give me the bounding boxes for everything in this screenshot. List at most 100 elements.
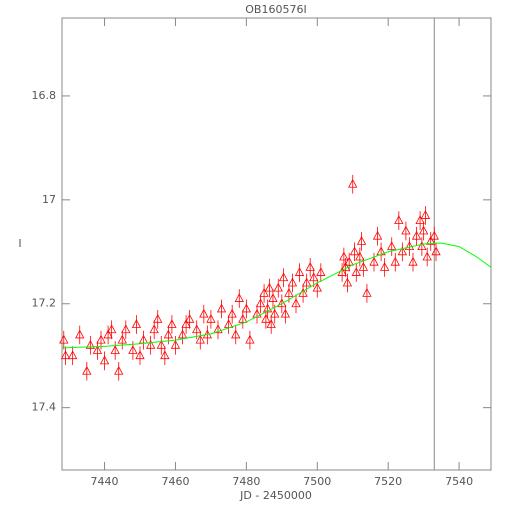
data-point	[337, 267, 347, 276]
data-point	[348, 178, 358, 188]
data-point	[153, 313, 163, 323]
data-point	[401, 225, 411, 235]
model-curve	[62, 242, 491, 349]
data-point	[339, 251, 349, 261]
data-point	[67, 350, 78, 360]
data-point	[82, 365, 92, 375]
data-point	[287, 277, 298, 287]
data-point	[156, 339, 166, 349]
data-point	[114, 365, 124, 375]
data-point	[121, 324, 131, 334]
data-point	[390, 256, 400, 266]
data-point	[417, 241, 427, 250]
data-point	[252, 308, 262, 318]
data-point	[59, 334, 69, 344]
data-point	[387, 241, 397, 250]
data-point	[351, 267, 361, 276]
data-point	[184, 313, 195, 323]
data-point	[418, 225, 429, 235]
data-point	[206, 313, 216, 323]
data-point	[177, 329, 188, 339]
data-point	[192, 324, 202, 334]
data-point	[163, 329, 174, 339]
data-point	[261, 313, 271, 323]
data-point	[356, 236, 367, 245]
y-tick-label: 17.2	[32, 297, 57, 310]
data-point	[309, 272, 319, 282]
data-point	[262, 303, 273, 313]
data-point	[85, 339, 96, 349]
data-point	[170, 339, 181, 349]
data-point	[241, 303, 252, 313]
data-point	[340, 262, 351, 271]
y-tick-label: 17.4	[32, 401, 57, 414]
data-point	[167, 319, 177, 328]
data-point	[199, 308, 209, 318]
data-point	[268, 293, 278, 302]
x-axis-label: JD - 2450000	[239, 489, 312, 502]
y-tick-label: 16.8	[32, 89, 57, 102]
data-point	[280, 308, 291, 318]
data-point	[349, 246, 360, 256]
data-point	[96, 334, 106, 344]
data-point	[369, 256, 379, 266]
data-point	[216, 303, 227, 313]
x-tick-label: 7480	[232, 475, 260, 488]
data-point	[411, 230, 422, 240]
data-point	[408, 256, 418, 266]
data-point	[305, 262, 315, 271]
data-point	[181, 319, 191, 328]
data-point	[404, 241, 415, 250]
y-axis-label: I	[18, 237, 21, 250]
data-point	[75, 329, 85, 339]
data-point	[301, 277, 312, 287]
x-tick-label: 7500	[303, 475, 331, 488]
data-point	[284, 288, 294, 297]
x-tick-label: 7540	[445, 475, 473, 488]
data-point	[294, 267, 305, 276]
data-point	[426, 236, 436, 245]
data-point	[397, 246, 408, 256]
y-tick-label: 17	[42, 193, 56, 206]
data-point	[160, 350, 170, 360]
data-point	[379, 262, 390, 271]
data-point	[213, 324, 223, 334]
data-point	[110, 345, 120, 354]
data-point	[103, 329, 113, 339]
data-point	[60, 350, 71, 360]
data-point	[415, 215, 425, 225]
data-point	[117, 334, 127, 344]
data-point	[270, 308, 280, 318]
data-point	[128, 345, 138, 354]
data-point	[422, 251, 432, 261]
data-point	[394, 215, 404, 225]
data-point	[227, 308, 237, 318]
data-point	[264, 282, 275, 292]
data-point	[312, 282, 322, 292]
plot-frame	[61, 17, 492, 471]
data-point	[259, 288, 269, 297]
x-tick-label: 7460	[161, 475, 189, 488]
x-tick-label: 7520	[374, 475, 402, 488]
data-point	[266, 319, 276, 328]
data-point	[245, 334, 255, 344]
data-point	[420, 210, 431, 219]
data-point	[99, 355, 110, 365]
data-point	[278, 272, 289, 282]
data-point	[372, 230, 383, 240]
data-point	[92, 345, 103, 354]
data-point	[149, 324, 159, 334]
data-point	[429, 230, 439, 240]
data-point	[234, 293, 244, 302]
data-point	[358, 262, 369, 271]
data-point	[342, 277, 353, 287]
x-tick-label: 7440	[91, 475, 119, 488]
data-point	[238, 313, 248, 323]
data-point	[145, 339, 156, 349]
data-point	[355, 251, 365, 261]
data-point	[431, 246, 441, 256]
chart-title: OB160576I	[245, 3, 306, 16]
data-point	[316, 267, 326, 276]
data-point	[362, 288, 372, 297]
